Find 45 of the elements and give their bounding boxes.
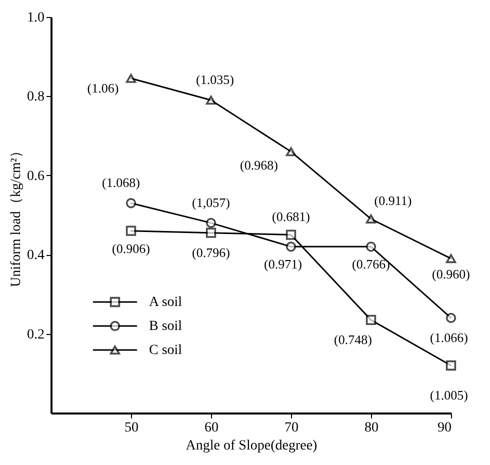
y-tick-label: 1.0 <box>27 10 44 26</box>
annotation: (0.681) <box>272 208 310 224</box>
annotation: (1.005) <box>430 387 468 402</box>
legend-label: C soil <box>149 343 182 358</box>
annotation: (1.068) <box>102 175 140 190</box>
point <box>206 218 216 228</box>
x-tick-label: 90 <box>438 420 452 436</box>
x-tick-label: 80 <box>364 420 378 436</box>
annotation: (0.971) <box>264 256 302 272</box>
x-axis-title: Angle of Slope(degree) <box>186 438 318 454</box>
annotation: (1.06) <box>87 80 119 96</box>
y-tick-label: 0.6 <box>27 168 44 184</box>
point <box>446 360 456 371</box>
annotation: (0.906) <box>112 240 150 256</box>
point <box>126 74 136 83</box>
point <box>366 314 376 326</box>
legend-label: B soil <box>149 319 182 334</box>
y-tick-label: 0.4 <box>27 248 44 264</box>
point <box>126 226 136 236</box>
point <box>366 214 376 224</box>
point <box>286 230 296 240</box>
x-tick-label: 60 <box>204 420 218 436</box>
annotation: (0.968) <box>240 158 278 173</box>
x-tick-label: 70 <box>284 420 298 436</box>
point <box>206 228 216 238</box>
point <box>446 312 456 324</box>
x-tick-label: 50 <box>124 420 138 436</box>
annotation: (1,057) <box>192 194 230 210</box>
point <box>446 254 456 264</box>
annotation: (1.035) <box>196 72 234 88</box>
point <box>366 242 376 252</box>
y-tick-label: 0.8 <box>27 90 44 105</box>
point <box>286 147 296 156</box>
point <box>206 96 216 105</box>
y-tick-label: 0.2 <box>27 327 44 342</box>
point <box>286 242 296 252</box>
y-axis-title: Uniform load（kg/cm²） <box>9 144 24 288</box>
annotation: (0.766) <box>352 256 390 272</box>
annotation: (0.960) <box>432 266 470 282</box>
annotation: (0.911) <box>374 192 412 208</box>
point <box>126 198 136 208</box>
annotation: (1.066) <box>430 330 468 345</box>
annotation: (0.796) <box>192 244 230 260</box>
legend-label: A soil <box>149 295 182 310</box>
annotation: (0.748) <box>334 332 372 347</box>
